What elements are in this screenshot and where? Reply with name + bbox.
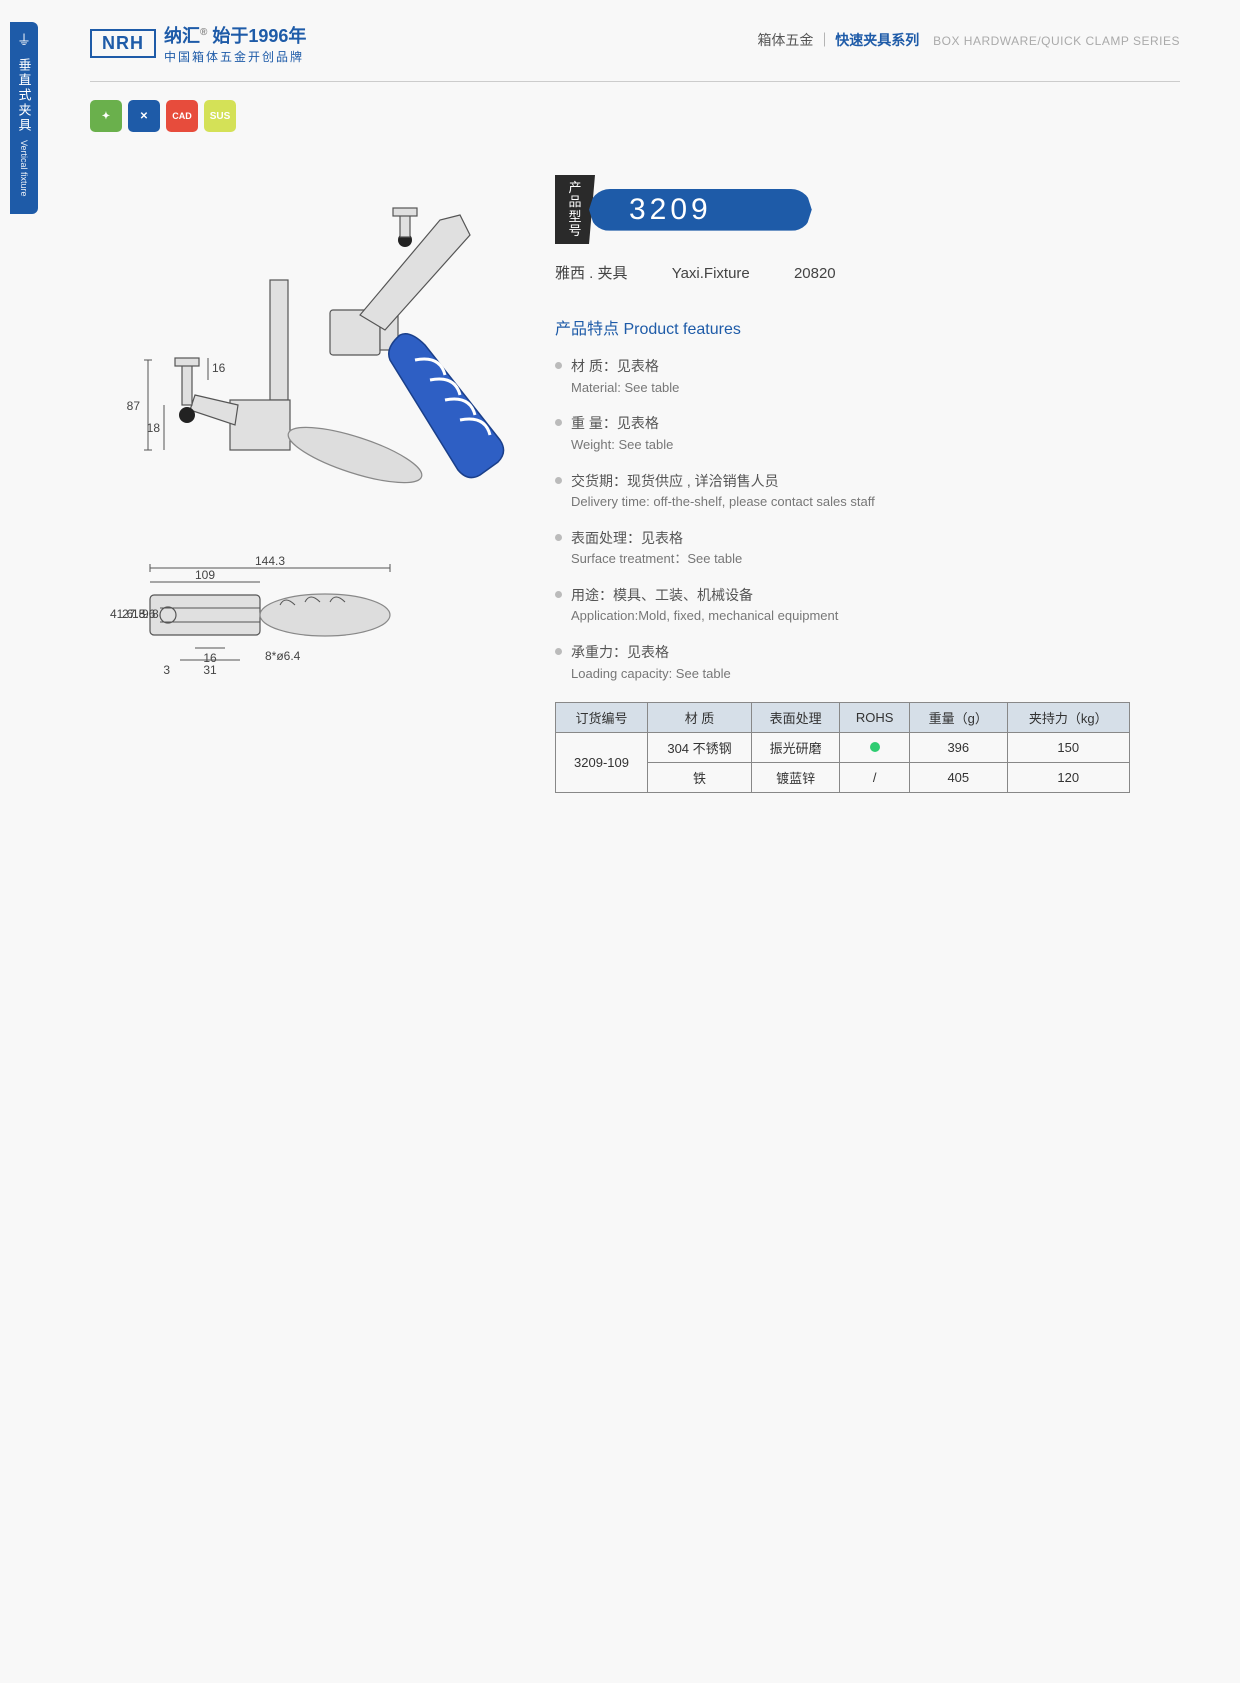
dim-18: 18 bbox=[147, 421, 161, 435]
table-cell: / bbox=[840, 763, 910, 793]
features-title: 产品特点 Product features bbox=[555, 315, 1155, 339]
table-header: ROHS bbox=[840, 703, 910, 733]
feature-item: 用途：模具、工装、机械设备Application:Mold, fixed, me… bbox=[555, 584, 1155, 627]
feature-item: 表面处理：见表格Surface treatment：See table bbox=[555, 527, 1155, 570]
dim-16: 16 bbox=[212, 361, 226, 375]
logo-block: NRH 纳汇® 始于1996年 中国箱体五金开创品牌 bbox=[90, 22, 306, 65]
dim-87: 87 bbox=[127, 399, 141, 413]
side-tab-cn: 垂直式夹具 bbox=[15, 58, 34, 133]
drawing-iso-side: 87 18 16 bbox=[90, 150, 530, 530]
page-header: NRH 纳汇® 始于1996年 中国箱体五金开创品牌 箱体五金 ｜ 快速夹具系列… bbox=[90, 22, 1180, 82]
header-cat-cn1: 箱体五金 bbox=[757, 32, 813, 48]
table-header: 夹持力（kg） bbox=[1007, 703, 1129, 733]
table-row: 3209-109304 不锈钢振光研磨396150 bbox=[556, 733, 1130, 763]
dim-holes: 8*ø6.4 bbox=[265, 649, 301, 663]
brand-year: 始于1996年 bbox=[212, 26, 306, 46]
table-cell: 振光研磨 bbox=[752, 733, 840, 763]
rohs-dot-icon bbox=[870, 742, 880, 752]
header-cat-en: BOX HARDWARE/QUICK CLAMP SERIES bbox=[933, 34, 1180, 48]
cell-partno: 3209-109 bbox=[556, 733, 648, 793]
table-cell: 405 bbox=[910, 763, 1007, 793]
brand-sub: 中国箱体五金开创品牌 bbox=[164, 48, 306, 65]
features-list: 材 质：见表格Material: See table 重 量：见表格Weight:… bbox=[555, 355, 1155, 684]
brand-cn: 纳汇 bbox=[164, 26, 200, 46]
feature-item: 承重力：见表格Loading capacity: See table bbox=[555, 641, 1155, 684]
feature-item: 交货期：现货供应 , 详洽销售人员Delivery time: off-the-… bbox=[555, 470, 1155, 513]
badge-green-icon: ✦ bbox=[90, 100, 122, 132]
table-cell bbox=[840, 733, 910, 763]
badge-sus-icon: SUS bbox=[204, 100, 236, 132]
dim-base: 31 bbox=[203, 663, 217, 677]
badge-cad-icon: CAD bbox=[166, 100, 198, 132]
side-category-tab: ⏚ 垂直式夹具 Vertical fixture bbox=[10, 22, 38, 214]
table-header: 材 质 bbox=[648, 703, 752, 733]
model-row: 产品 型号 3209 bbox=[555, 175, 1155, 244]
table-cell: 铁 bbox=[648, 763, 752, 793]
logo-text: 纳汇® 始于1996年 中国箱体五金开创品牌 bbox=[164, 22, 306, 65]
clamp-icon: ⏚ bbox=[14, 30, 34, 50]
table-header: 表面处理 bbox=[752, 703, 840, 733]
header-right: 箱体五金 ｜ 快速夹具系列 BOX HARDWARE/QUICK CLAMP S… bbox=[757, 22, 1180, 50]
table-header: 重量（g） bbox=[910, 703, 1007, 733]
product-info: 产品 型号 3209 雅西 . 夹具 Yaxi.Fixture 20820 产品… bbox=[555, 175, 1155, 793]
badge-blue-icon: ✕ bbox=[128, 100, 160, 132]
table-cell: 396 bbox=[910, 733, 1007, 763]
dim-109: 109 bbox=[195, 568, 215, 582]
dim-144: 144.3 bbox=[255, 554, 285, 568]
subname-en: Yaxi.Fixture bbox=[672, 265, 750, 282]
table-cell: 150 bbox=[1007, 733, 1129, 763]
dim-9: 9.8 bbox=[142, 607, 159, 621]
table-cell: 120 bbox=[1007, 763, 1129, 793]
feature-item: 材 质：见表格Material: See table bbox=[555, 355, 1155, 398]
table-header: 订货编号 bbox=[556, 703, 648, 733]
dim-offset: 3 bbox=[163, 663, 170, 677]
subname-cn: 雅西 . 夹具 bbox=[555, 265, 628, 282]
table-cell: 304 不锈钢 bbox=[648, 733, 752, 763]
spec-table: 订货编号材 质表面处理ROHS重量（g）夹持力（kg） 3209-109304 … bbox=[555, 702, 1130, 793]
table-cell: 镀蓝锌 bbox=[752, 763, 840, 793]
product-subname: 雅西 . 夹具 Yaxi.Fixture 20820 bbox=[555, 262, 1155, 283]
drawing-top-view: 144.3 109 41.6 27.8 15.6 9.8 16 31 3 8*ø… bbox=[90, 530, 410, 700]
model-number: 3209 bbox=[589, 189, 812, 231]
feature-item: 重 量：见表格Weight: See table bbox=[555, 412, 1155, 455]
feature-badges: ✦ ✕ CAD SUS bbox=[90, 100, 236, 132]
technical-drawings: 87 18 16 144.3 109 41.6 2 bbox=[90, 150, 530, 710]
header-cat-cn2: 快速夹具系列 bbox=[835, 32, 919, 48]
subname-code: 20820 bbox=[794, 265, 836, 282]
logo-mark: NRH bbox=[90, 29, 156, 58]
side-tab-en: Vertical fixture bbox=[19, 140, 29, 197]
